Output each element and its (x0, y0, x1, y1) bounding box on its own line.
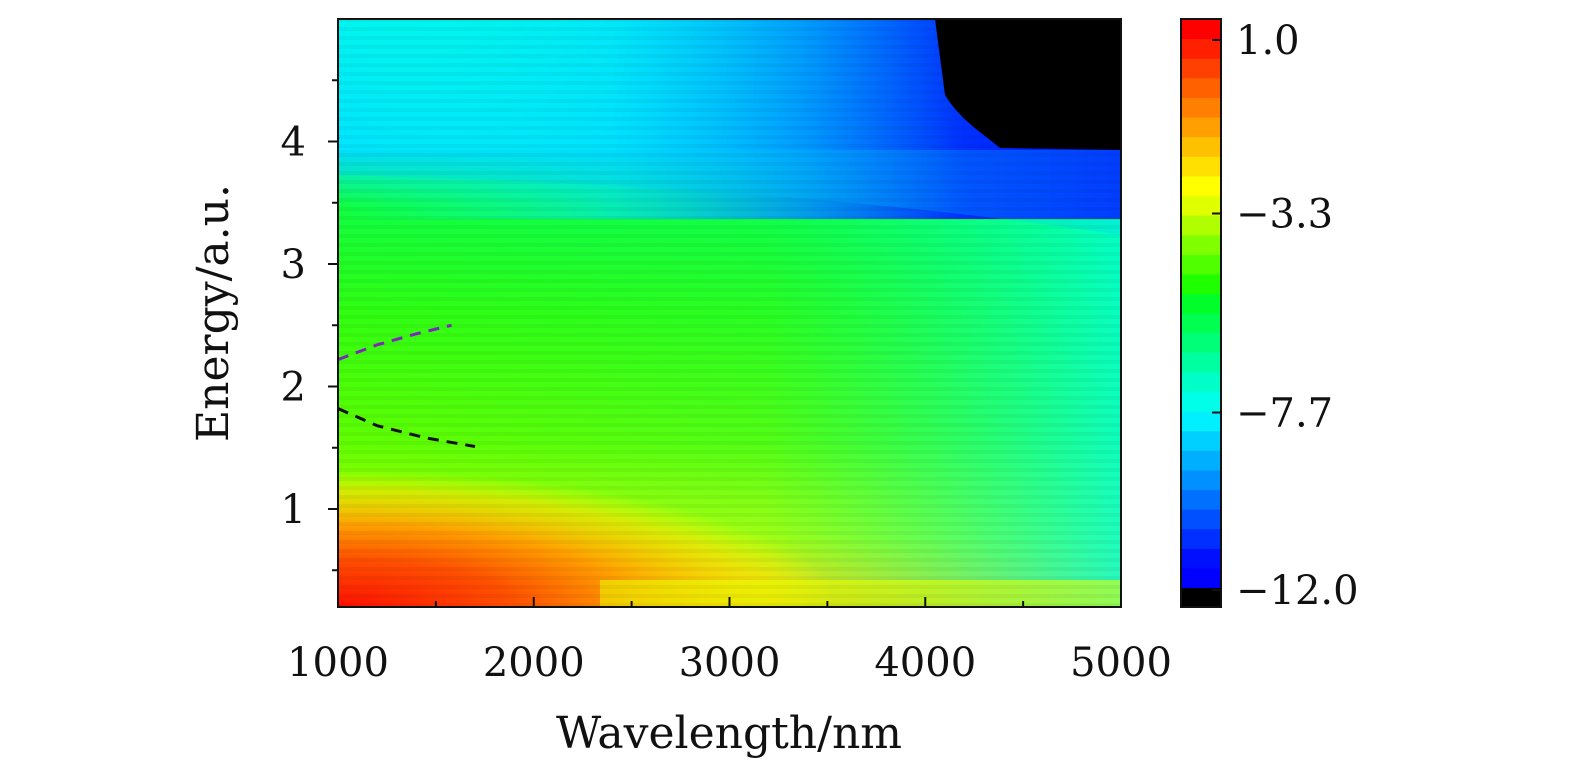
colorbar-band (1181, 548, 1221, 569)
colorbar-band (1181, 371, 1221, 392)
colorbar-band (1181, 254, 1221, 275)
field-fringes (338, 19, 1121, 607)
y-tick-label: 2 (281, 365, 306, 411)
colorbar-tick-label: −12.0 (1236, 568, 1359, 614)
x-tick-label: 4000 (874, 640, 976, 686)
colorbar-band (1181, 77, 1221, 98)
colorbar-band (1181, 136, 1221, 157)
colorbar-band (1181, 117, 1221, 138)
colorbar-band (1181, 195, 1221, 216)
colorbar-band (1181, 293, 1221, 314)
dashed-curve-2 (338, 407, 476, 449)
colorbar-band (1181, 469, 1221, 490)
colorbar-band (1181, 58, 1221, 79)
colorbar-band (1181, 332, 1221, 353)
colorbar-bands (1181, 19, 1221, 608)
colorbar-ticks: 1.0 −3.3 −7.7 −12.0 (1212, 18, 1359, 614)
y-axis: 1 2 3 4 (281, 79, 338, 572)
colorbar-band (1181, 411, 1221, 432)
colorbar-band (1181, 19, 1221, 40)
colorbar-band (1181, 567, 1221, 588)
x-axis: 1000 2000 3000 4000 5000 (287, 597, 1172, 686)
x-axis-title: Wavelength/nm (556, 708, 902, 759)
colorbar-band (1181, 450, 1221, 471)
x-tick-label: 5000 (1070, 640, 1172, 686)
colorbar-band (1181, 352, 1221, 373)
x-tick-label: 1000 (287, 640, 389, 686)
colorbar-band (1181, 391, 1221, 412)
colorbar-band (1181, 38, 1221, 59)
y-axis-title: Energy/a.u. (188, 184, 239, 442)
colorbar-band (1181, 97, 1221, 118)
colorbar-band (1181, 156, 1221, 177)
colorbar-band (1181, 430, 1221, 451)
dashed-curve-1 (338, 323, 452, 361)
colorbar-band (1181, 587, 1221, 608)
y-tick-label: 4 (281, 120, 306, 166)
colorbar-band (1181, 175, 1221, 196)
y-tick-label: 1 (281, 487, 306, 533)
colorbar-frame (1180, 18, 1222, 608)
x-tick-label: 3000 (679, 640, 781, 686)
plot-area (338, 19, 1121, 607)
colorbar-band (1181, 234, 1221, 255)
colorbar-tick-label: −7.7 (1236, 391, 1333, 437)
colorbar-band (1181, 489, 1221, 510)
overlay-curves (338, 323, 476, 449)
colorbar-band (1181, 215, 1221, 236)
colorbar-band (1181, 509, 1221, 530)
colorbar-band (1181, 273, 1221, 294)
colorbar-tick-label: −3.3 (1236, 191, 1333, 237)
colorbar-tick-label: 1.0 (1236, 18, 1300, 64)
colorbar: 1.0 −3.3 −7.7 −12.0 (1180, 18, 1359, 614)
x-tick-label: 2000 (483, 640, 585, 686)
colorbar-band (1181, 528, 1221, 549)
y-tick-label: 3 (281, 242, 306, 288)
colorbar-band (1181, 313, 1221, 334)
